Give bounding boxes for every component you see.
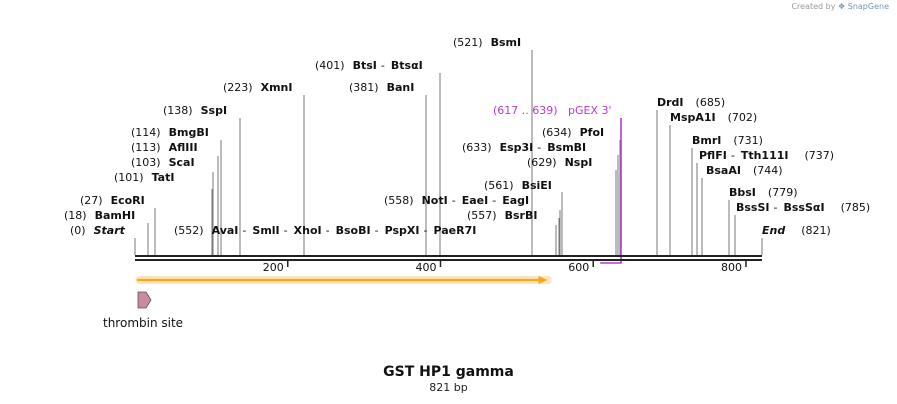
site-name-mspa1i: MspA1I [670,111,716,124]
site-name-bmgbi: BmgBI [169,126,209,139]
site-name-esp3i: Esp3I [500,141,534,154]
thrombin-site-feature [137,291,152,309]
site-position-bsrbi: (557) [467,209,497,222]
site-separator: - [423,224,427,237]
plasmid-length: 821 bp [429,381,468,394]
site-position-bsmi: (521) [453,36,483,49]
ruler-label: 800 [721,261,742,274]
snapgene-credit: Created by ❖ SnapGene [791,2,889,11]
site-position-bani: (381) [349,81,379,94]
site-position-noti: (558) [384,194,414,207]
site-name-ecori: EcoRI [111,194,145,207]
site-position-bmgbi: (114) [131,126,161,139]
site-name-bsaai: BsaAI [706,164,741,177]
site-position-bmri: (731) [733,134,763,147]
plasmid-title: GST HP1 gamma [383,364,514,380]
ruler-label: 400 [415,261,436,274]
site-name-pflfi: PflFI [699,149,727,162]
site-name-bsssi: BssSI [736,201,770,214]
site-position-bsaai: (744) [753,164,783,177]
site-name-end: End [762,224,785,237]
orf-arrowhead [538,276,548,284]
site-position-end: (821) [801,224,831,237]
site-position-esp3i: (633) [462,141,492,154]
site-position-nspi: (629) [527,156,557,169]
site-name-bani: BanI [387,81,415,94]
site-name-bsrbi: BsrBI [505,209,538,222]
site-position-bsiei: (561) [484,179,514,192]
site-separator: - [284,224,288,237]
site-position-mspa1i: (702) [728,111,758,124]
site-name-eaei: EaeI [462,194,489,207]
site-name-xhoi: XhoI [294,224,322,237]
site-name-scai: ScaI [169,156,195,169]
site-position-sspi: (138) [163,104,193,117]
site-name-sspi: SspI [201,104,227,117]
site-name-drdi: DrdI [657,96,684,109]
site-name-btsi: BtsI [353,59,377,72]
site-name-xmni: XmnI [261,81,293,94]
site-separator: - [537,141,541,154]
site-position-btsi: (401) [315,59,345,72]
site-name-btsαi: BtsαI [391,59,423,72]
site-name-afliii: AflIII [169,141,198,154]
site-separator: - [375,224,379,237]
site-name-bamhi: BamHI [95,209,136,222]
site-position-tati: (101) [114,171,144,184]
ruler-label: 600 [568,261,589,274]
site-name-paer7i: PaeR7I [433,224,476,237]
site-name-nspi: NspI [565,156,593,169]
site-position-start: (0) [70,224,86,237]
site-separator: - [774,201,778,214]
snapgene-logo-icon: ❖ [838,2,846,11]
site-name-smli: SmlI [252,224,279,237]
site-name-bsmi: BsmI [491,36,522,49]
site-name-tth111i: Tth111I [741,149,789,162]
site-separator: - [452,194,456,207]
site-position-bsssi: (785) [841,201,871,214]
site-name-pspxi: PspXI [385,224,420,237]
site-name-bsiei: BsiEI [522,179,552,192]
site-name-bbsi: BbsI [729,186,756,199]
site-position-scai: (103) [131,156,161,169]
ruler-label: 200 [263,261,284,274]
site-name-noti: NotI [422,194,448,207]
site-name-avai: AvaI [212,224,239,237]
site-separator: - [381,59,385,72]
site-separator: - [731,149,735,162]
site-position-xmni: (223) [223,81,253,94]
site-position-afliii: (113) [131,141,161,154]
site-name-bsssαi: BssSαI [784,201,825,214]
site-position-drdi: (685) [696,96,726,109]
site-name-eagi: EagI [502,194,529,207]
site-position-bamhi: (18) [64,209,87,222]
site-position-pflfi: (737) [804,149,834,162]
primer-arrow [600,118,622,264]
credit-prefix: Created by [791,2,836,11]
site-separator: - [326,224,330,237]
site-name-start: Start [94,224,126,237]
site-separator: - [242,224,246,237]
primer-range: (617 .. 639) [493,104,558,117]
site-name-bmri: BmrI [692,134,721,147]
site-name-bsobi: BsoBI [336,224,371,237]
primer-name: pGEX 3' [568,104,612,117]
site-position-ecori: (27) [80,194,103,207]
site-name-bsmbi: BsmBI [547,141,586,154]
site-separator: - [492,194,496,207]
site-name-tati: TatI [152,171,175,184]
site-position-bbsi: (779) [768,186,798,199]
site-position-avai: (552) [174,224,204,237]
credit-brand: SnapGene [847,2,889,11]
site-name-pfoi: PfoI [580,126,605,139]
thrombin-site-label: thrombin site [103,316,183,330]
site-position-pfoi: (634) [542,126,572,139]
